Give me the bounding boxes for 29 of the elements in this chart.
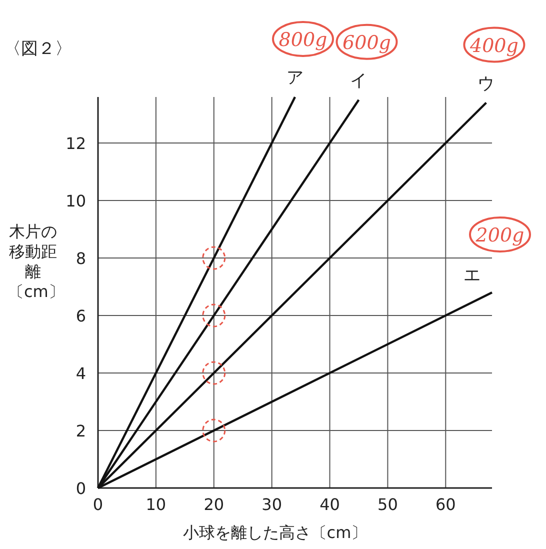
chart-title: 〈図２〉 (4, 39, 72, 59)
series-label: イ (350, 70, 368, 91)
x-tick-label: 60 (435, 495, 456, 514)
x-tick-label: 40 (320, 495, 340, 514)
series-label: ア (286, 68, 304, 88)
y-tick-label: 4 (76, 364, 86, 383)
x-tick-label: 50 (378, 495, 398, 514)
x-tick-label: 20 (204, 495, 224, 514)
y-axis-title: 木片の移動距離〔cm〕 (8, 222, 64, 302)
y-tick-label: 0 (76, 479, 86, 498)
note: 400g (463, 26, 526, 63)
y-tick-label: 12 (66, 134, 86, 153)
x-tick-label: 0 (92, 495, 104, 514)
x-axis-title: 小球を離した高さ〔cm〕 (182, 523, 368, 542)
annotation: 600g (342, 32, 391, 54)
y-tick-label: 10 (66, 192, 86, 210)
series-label: ウ (478, 74, 495, 94)
series-label: エ (464, 266, 480, 286)
note: 600g (336, 24, 398, 60)
note: 200g (469, 216, 531, 252)
annotation: 400g (468, 34, 518, 57)
annotation: 200g (474, 224, 524, 246)
annotation: 800g (278, 29, 328, 51)
x-tick-label: 30 (262, 495, 282, 514)
y-tick-label: 2 (76, 422, 86, 440)
y-tick-label: 6 (76, 306, 86, 326)
y-tick-label: 8 (76, 249, 86, 268)
x-tick-label: 10 (146, 495, 166, 514)
note: 800g (272, 21, 334, 57)
